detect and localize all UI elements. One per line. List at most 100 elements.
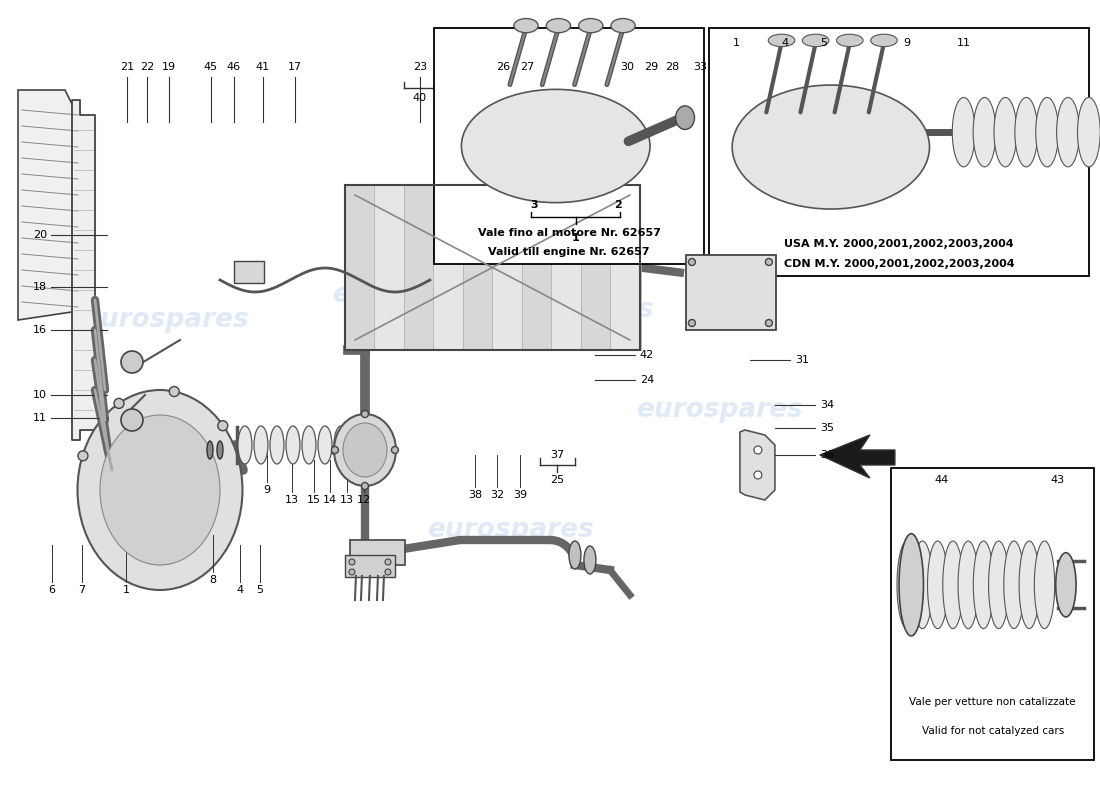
FancyBboxPatch shape [686, 255, 775, 330]
Text: 24: 24 [640, 375, 654, 385]
Text: 38: 38 [468, 490, 482, 500]
Ellipse shape [754, 446, 762, 454]
Text: CDN M.Y. 2000,2001,2002,2003,2004: CDN M.Y. 2000,2001,2002,2003,2004 [784, 258, 1014, 269]
Ellipse shape [912, 541, 933, 629]
Text: 34: 34 [820, 400, 834, 410]
Ellipse shape [1034, 541, 1055, 629]
FancyBboxPatch shape [434, 28, 704, 264]
Ellipse shape [343, 423, 387, 477]
Text: 17: 17 [288, 62, 302, 72]
Ellipse shape [392, 446, 398, 454]
FancyBboxPatch shape [345, 555, 395, 577]
Ellipse shape [302, 426, 316, 464]
Text: 28: 28 [664, 62, 679, 72]
Ellipse shape [334, 414, 396, 486]
Text: 8: 8 [209, 575, 217, 585]
Ellipse shape [836, 34, 864, 46]
Text: 5: 5 [820, 38, 827, 48]
Ellipse shape [899, 534, 923, 636]
Ellipse shape [349, 559, 355, 565]
Ellipse shape [766, 258, 772, 266]
Text: 22: 22 [140, 62, 154, 72]
FancyBboxPatch shape [710, 28, 1089, 276]
FancyBboxPatch shape [463, 185, 494, 350]
Ellipse shape [1036, 98, 1058, 167]
FancyBboxPatch shape [521, 185, 552, 350]
FancyBboxPatch shape [345, 185, 375, 350]
Text: 11: 11 [957, 38, 970, 48]
Ellipse shape [349, 569, 355, 575]
Text: 43: 43 [1050, 475, 1065, 485]
Text: 20: 20 [33, 230, 47, 240]
Text: 11: 11 [33, 413, 47, 423]
Text: 35: 35 [820, 423, 834, 433]
Text: 4: 4 [236, 585, 243, 595]
Ellipse shape [1056, 553, 1076, 617]
Ellipse shape [953, 98, 975, 167]
Ellipse shape [974, 98, 996, 167]
Text: 19: 19 [162, 62, 176, 72]
Text: 10: 10 [33, 390, 47, 400]
Ellipse shape [896, 541, 917, 629]
Text: Valid till engine Nr. 62657: Valid till engine Nr. 62657 [488, 247, 650, 258]
Text: 40: 40 [412, 93, 427, 103]
Ellipse shape [871, 34, 898, 46]
Ellipse shape [100, 415, 220, 565]
Text: 7: 7 [78, 585, 86, 595]
Polygon shape [820, 435, 895, 478]
Text: 16: 16 [33, 325, 47, 335]
Ellipse shape [270, 426, 284, 464]
Text: 23: 23 [412, 62, 427, 72]
FancyBboxPatch shape [891, 468, 1094, 760]
Polygon shape [18, 90, 90, 320]
Text: 13: 13 [340, 495, 354, 505]
Text: eurospares: eurospares [637, 397, 803, 423]
Text: 26: 26 [496, 62, 510, 72]
Ellipse shape [766, 319, 772, 326]
Ellipse shape [217, 441, 223, 459]
Text: 39: 39 [513, 490, 527, 500]
Text: eurospares: eurospares [331, 282, 498, 308]
Text: 37: 37 [550, 450, 564, 460]
Text: 46: 46 [227, 62, 241, 72]
Text: 33: 33 [693, 62, 707, 72]
FancyBboxPatch shape [374, 185, 405, 350]
Ellipse shape [994, 98, 1016, 167]
Ellipse shape [385, 559, 390, 565]
Text: USA M.Y. 2000,2001,2002,2003,2004: USA M.Y. 2000,2001,2002,2003,2004 [784, 238, 1014, 249]
Ellipse shape [1019, 541, 1040, 629]
Text: Vale fino al motore Nr. 62657: Vale fino al motore Nr. 62657 [477, 228, 661, 238]
Text: 1: 1 [122, 585, 130, 595]
Ellipse shape [802, 34, 829, 46]
Text: 3: 3 [530, 200, 538, 210]
Ellipse shape [733, 85, 930, 209]
Ellipse shape [1004, 541, 1024, 629]
Ellipse shape [610, 18, 635, 33]
Ellipse shape [318, 426, 332, 464]
Text: 18: 18 [33, 282, 47, 292]
Text: 4: 4 [782, 38, 789, 48]
Ellipse shape [584, 546, 596, 574]
Ellipse shape [238, 426, 252, 464]
Ellipse shape [121, 409, 143, 431]
Text: 42: 42 [640, 350, 654, 360]
FancyBboxPatch shape [581, 185, 612, 350]
Ellipse shape [77, 390, 242, 590]
Ellipse shape [1015, 98, 1037, 167]
Text: 45: 45 [204, 62, 218, 72]
Polygon shape [72, 100, 95, 440]
Ellipse shape [331, 446, 339, 454]
Ellipse shape [385, 569, 390, 575]
Text: 2: 2 [614, 200, 622, 210]
Ellipse shape [514, 18, 538, 33]
Text: 29: 29 [644, 62, 658, 72]
FancyBboxPatch shape [610, 185, 641, 350]
Ellipse shape [689, 258, 695, 266]
Text: Vale per vetture non catalizzate: Vale per vetture non catalizzate [910, 697, 1076, 706]
FancyBboxPatch shape [551, 185, 582, 350]
Ellipse shape [754, 471, 762, 479]
Text: Valid for not catalyzed cars: Valid for not catalyzed cars [922, 726, 1064, 736]
Ellipse shape [1057, 98, 1079, 167]
Ellipse shape [943, 541, 964, 629]
Text: 13: 13 [285, 495, 299, 505]
